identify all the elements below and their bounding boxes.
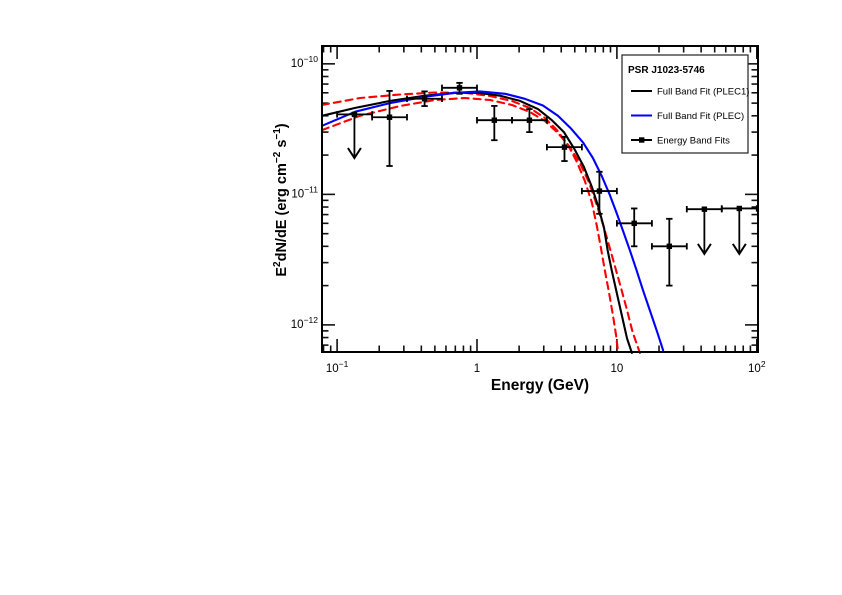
square-marker xyxy=(736,205,743,212)
y-tick-label: 10−12 xyxy=(291,315,318,331)
square-marker xyxy=(561,144,568,150)
square-marker xyxy=(351,111,358,118)
legend-entry: Full Band Fit (PLEC1) xyxy=(631,87,749,98)
legend-entry: Energy Band Fits xyxy=(631,136,730,147)
legend-entry-label: Full Band Fit (PLEC1) xyxy=(657,87,749,98)
axis-ticks xyxy=(322,46,758,352)
square-marker xyxy=(386,114,393,120)
y-tick-label: 10−11 xyxy=(291,184,318,200)
square-marker xyxy=(596,188,603,194)
data-point xyxy=(441,81,478,95)
y-axis-title: E2​dN/dE (erg cm−2​ s−1​) xyxy=(272,123,290,276)
x-tick-labels: 10−1 1 10 102 xyxy=(326,359,766,375)
data-point xyxy=(546,135,583,162)
square-marker xyxy=(491,117,498,123)
square-marker xyxy=(631,220,637,227)
x-tick-label: 10−1 xyxy=(326,359,349,375)
legend-entry-label: Energy Band Fits xyxy=(657,136,730,147)
data-point xyxy=(406,90,443,107)
square-marker xyxy=(666,243,673,250)
square-marker xyxy=(421,96,428,102)
data-point xyxy=(651,217,688,287)
square-marker xyxy=(456,85,463,91)
legend-title: PSR J1023-5746 xyxy=(628,65,705,76)
data-point xyxy=(615,207,653,248)
curve-full-band-fit-plec xyxy=(320,90,665,352)
x-axis-title: Energy (GeV) xyxy=(491,377,589,394)
square-marker xyxy=(701,206,708,212)
data-points xyxy=(336,81,758,287)
x-tick-label: 102 xyxy=(748,359,766,375)
x-tick-label: 10 xyxy=(610,363,623,375)
legend-entry-label: Full Band Fit (PLEC) xyxy=(657,111,744,122)
x-tick-label: 1 xyxy=(474,363,480,375)
data-point xyxy=(580,170,618,215)
y-tick-label: 10−10 xyxy=(291,54,318,70)
legend-box xyxy=(621,54,749,154)
square-marker xyxy=(526,117,533,123)
legend: PSR J1023-5746 Full Band Fit (PLEC1) Full … xyxy=(621,54,749,154)
data-point xyxy=(511,108,548,133)
plot-frame xyxy=(321,45,759,353)
y-tick-labels: 10−10 10−11 10−12 xyxy=(291,54,318,331)
data-point xyxy=(371,90,408,167)
data-point-upper-limit xyxy=(720,205,758,256)
legend-entry: Full Band Fit (PLEC) xyxy=(631,111,744,122)
legend-square-marker xyxy=(639,137,645,143)
